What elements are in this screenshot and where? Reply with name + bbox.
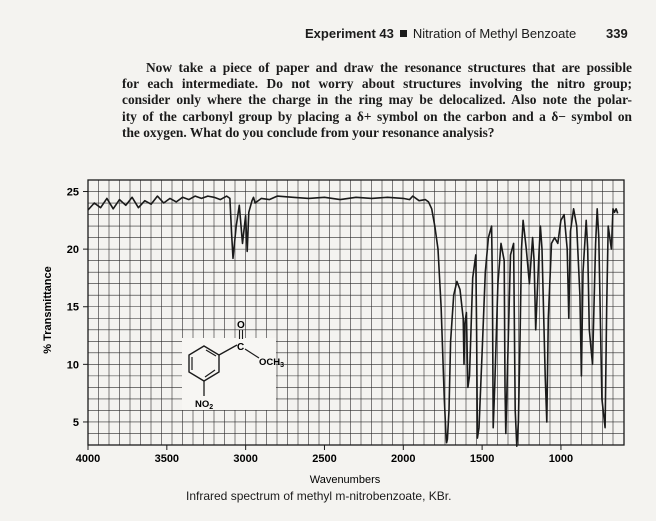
paragraph-line: consider only where the charge in the ri… — [122, 92, 632, 108]
y-tick-label: 25 — [67, 187, 79, 199]
x-tick-label: 4000 — [76, 453, 100, 465]
paragraph-line: ity of the carbonyl group by placing a δ… — [122, 108, 632, 124]
plot-frame — [87, 179, 625, 446]
page-header: Experiment 43 Nitration of Methyl Benzoat… — [0, 26, 630, 42]
paragraph-line: the oxygen. What do you conclude from yo… — [122, 124, 495, 140]
experiment-title: Nitration of Methyl Benzoate — [412, 26, 577, 41]
ring-double-bond — [204, 369, 216, 378]
running-title: Experiment 43 Nitration of Methyl Benzoat… — [305, 26, 576, 41]
body-paragraph: Now take a piece of paper and draw the r… — [122, 60, 632, 141]
ring-to-carbonyl-bond — [218, 344, 238, 356]
ring-double-bond — [205, 349, 217, 357]
y-axis-label: % Transmittance — [42, 266, 54, 353]
ester-group-label: OCH3 — [259, 357, 284, 369]
y-tick-label: 10 — [67, 359, 79, 371]
x-tick-label: 1000 — [549, 453, 573, 465]
square-bullet-icon — [399, 30, 407, 37]
methyl-m-nitrobenzoate-structure: C O OCH3 NO2 — [182, 320, 284, 411]
x-tick-label: 3000 — [233, 453, 257, 465]
spectrum-line — [87, 195, 619, 447]
carbonyl-carbon-label: C — [237, 342, 244, 353]
chart-caption: Infrared spectrum of methyl m-nitrobenzo… — [186, 489, 452, 503]
x-tick-label: 2500 — [312, 453, 336, 465]
paragraph-line: Now take a piece of paper and draw the r… — [146, 60, 632, 75]
y-tick-label: 15 — [67, 302, 79, 314]
x-tick-label: 1500 — [470, 453, 494, 465]
page-number: 339 — [606, 26, 628, 41]
y-tick-label: 5 — [73, 417, 79, 429]
carbonyl-oxygen-label: O — [237, 320, 245, 331]
ester-bond — [244, 348, 260, 359]
x-tick-label: 3500 — [155, 453, 179, 465]
experiment-label: Experiment 43 — [305, 26, 394, 41]
x-axis-ticks: 4000 3500 3000 2500 2000 1500 1000 — [76, 445, 573, 465]
nitro-group-label: NO2 — [195, 399, 213, 411]
paragraph-line: for each intermediate. Do not worry abou… — [122, 76, 632, 92]
x-axis-label: Wavenumbers — [310, 474, 381, 486]
x-tick-label: 2000 — [391, 453, 415, 465]
y-tick-label: 20 — [67, 244, 79, 256]
y-axis-ticks: 5 10 15 20 25 — [67, 187, 88, 429]
